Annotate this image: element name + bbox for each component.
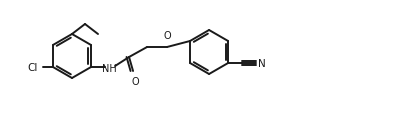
Text: O: O [163,31,170,41]
Text: O: O [131,76,138,86]
Text: Cl: Cl [28,62,38,72]
Text: NH: NH [101,63,116,73]
Text: N: N [257,59,265,68]
